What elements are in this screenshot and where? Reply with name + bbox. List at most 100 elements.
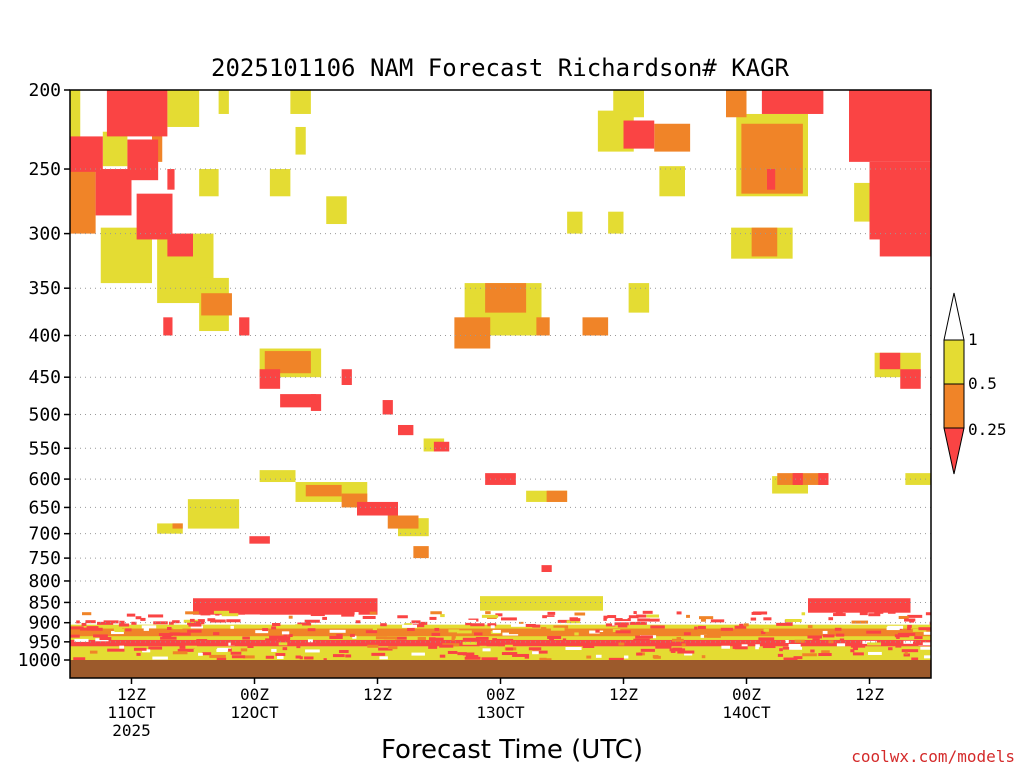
richardson-streak [605, 623, 616, 627]
richardson-streak [70, 626, 84, 630]
richardson-streak [194, 621, 205, 625]
richardson-cell [239, 317, 250, 336]
richardson-streak [912, 641, 923, 645]
richardson-cell [218, 90, 229, 114]
y-tick-label: 550 [28, 438, 61, 459]
richardson-streak [411, 652, 425, 656]
richardson-streak [203, 639, 209, 643]
richardson-streak [700, 634, 707, 638]
colorbar-segment [943, 383, 965, 429]
x-axis-label: Forecast Time (UTC) [381, 735, 643, 765]
richardson-streak [866, 630, 882, 634]
richardson-streak [375, 636, 387, 640]
richardson-streak [143, 627, 149, 631]
richardson-streak [247, 645, 254, 649]
richardson-streak [574, 612, 586, 616]
richardson-streak [243, 655, 255, 659]
richardson-streak [73, 657, 86, 661]
richardson-streak [299, 656, 303, 660]
x-tick-label: 13OCT [476, 703, 525, 722]
x-tick-label: 12Z [855, 685, 884, 704]
richardson-streak [305, 649, 320, 653]
richardson-streak [492, 629, 501, 633]
richardson-streak [295, 655, 301, 659]
richardson-streak [462, 637, 479, 641]
richardson-streak [918, 642, 931, 646]
richardson-cell [290, 90, 311, 114]
richardson-streak [431, 632, 441, 636]
richardson-streak [755, 646, 759, 650]
richardson-streak [741, 644, 748, 648]
richardson-cell [70, 90, 81, 155]
richardson-streak [547, 635, 562, 639]
richardson-streak [541, 627, 547, 631]
richardson-streak [172, 620, 180, 624]
richardson-streak [277, 637, 290, 641]
richardson-streak [894, 634, 910, 638]
richardson-streak [188, 623, 202, 627]
richardson-cell [623, 120, 655, 149]
richardson-streak [136, 652, 141, 656]
richardson-cell [95, 169, 132, 216]
richardson-streak [230, 625, 234, 629]
richardson-streak [580, 617, 588, 621]
richardson-streak [230, 642, 238, 646]
richardson-streak [812, 638, 820, 642]
richardson-streak [640, 648, 655, 652]
x-tick-label: 00Z [486, 685, 515, 704]
richardson-cell [905, 473, 931, 485]
richardson-streak [465, 622, 472, 626]
richardson-streak [130, 618, 136, 622]
richardson-streak [462, 652, 475, 656]
richardson-streak [221, 613, 239, 617]
richardson-streak [118, 623, 130, 627]
richardson-streak [903, 653, 910, 657]
richardson-streak [160, 636, 177, 640]
richardson-streak [215, 612, 220, 616]
richardson-streak [511, 623, 527, 627]
richardson-streak [451, 635, 456, 639]
richardson-cell [136, 193, 173, 240]
richardson-streak [833, 655, 843, 659]
richardson-streak [295, 624, 303, 628]
richardson-streak [895, 644, 902, 648]
richardson-streak [97, 621, 114, 625]
richardson-streak [903, 640, 914, 644]
richardson-streak [429, 616, 437, 620]
richardson-streak [197, 619, 205, 623]
richardson-streak [524, 655, 530, 659]
richardson-streak [839, 638, 845, 642]
richardson-streak [82, 612, 92, 616]
richardson-streak [338, 649, 349, 653]
richardson-streak [684, 652, 693, 656]
richardson-streak [750, 617, 757, 621]
richardson-streak [428, 637, 436, 641]
richardson-streak [481, 614, 499, 618]
y-tick-label: 350 [28, 278, 61, 299]
richardson-streak [776, 622, 793, 626]
richardson-streak [262, 628, 269, 632]
richardson-streak [304, 656, 314, 660]
richardson-streak [669, 648, 686, 652]
richardson-streak [608, 657, 624, 661]
richardson-cell [628, 283, 650, 313]
richardson-streak [734, 646, 748, 650]
richardson-streak [131, 621, 137, 625]
richardson-streak [781, 646, 792, 650]
richardson-streak [362, 615, 376, 619]
richardson-streak [547, 611, 556, 615]
richardson-streak [158, 633, 173, 637]
richardson-streak [794, 639, 805, 643]
richardson-streak [185, 611, 199, 615]
richardson-streak [352, 635, 357, 639]
richardson-streak [226, 619, 241, 623]
richardson-streak [802, 653, 817, 657]
richardson-streak [397, 615, 408, 619]
richardson-streak [904, 618, 916, 622]
richardson-streak [565, 647, 582, 651]
richardson-streak [324, 620, 328, 624]
richardson-streak [518, 621, 524, 625]
richardson-streak [914, 633, 919, 637]
richardson-streak [763, 628, 769, 632]
richardson-streak [152, 656, 168, 660]
